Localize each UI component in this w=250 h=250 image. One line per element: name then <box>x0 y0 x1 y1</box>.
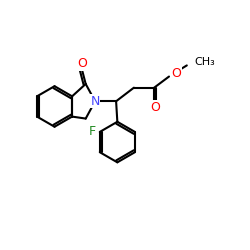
Text: N: N <box>90 95 100 108</box>
Text: CH₃: CH₃ <box>194 58 215 68</box>
Text: F: F <box>89 126 96 138</box>
Text: O: O <box>77 57 87 70</box>
Text: O: O <box>172 67 181 80</box>
Text: O: O <box>150 101 160 114</box>
